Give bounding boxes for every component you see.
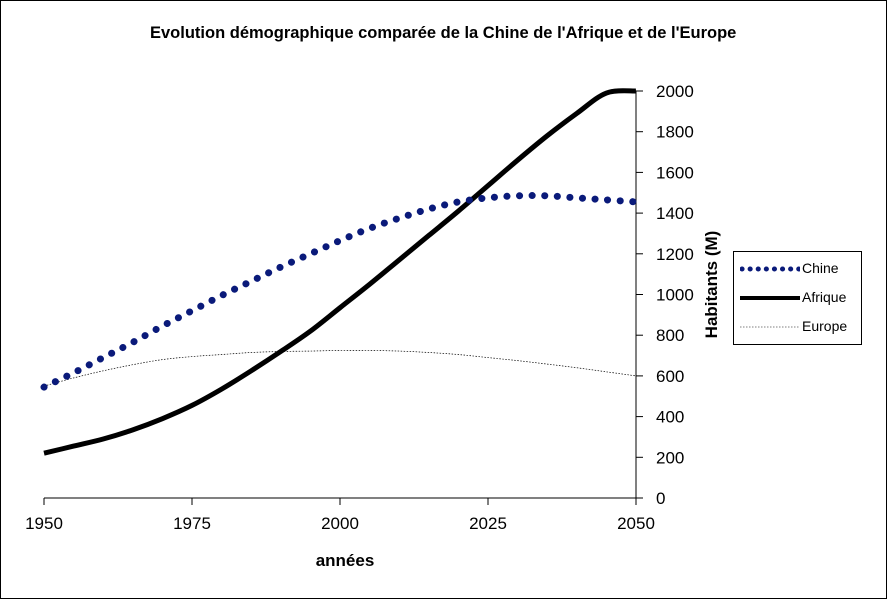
x-tick-label: 2050: [617, 514, 655, 533]
legend-swatch-europe: [740, 326, 800, 328]
legend-label-europe: Europe: [802, 318, 848, 334]
y-tick-label: 1000: [656, 286, 694, 305]
legend-label-afrique: Afrique: [802, 289, 847, 305]
series-line-chine: [40, 192, 640, 391]
y-tick-label: 0: [656, 489, 665, 508]
chart-title: Evolution démographique comparée de la C…: [150, 24, 737, 42]
legend-item-europe: Europe: [734, 314, 861, 340]
x-tick-label: 2000: [321, 514, 359, 533]
y-tick-label: 2000: [656, 82, 694, 101]
y-tick-label: 1200: [656, 245, 694, 264]
y-tick-label: 800: [656, 326, 684, 345]
legend-label-chine: Chine: [802, 260, 839, 276]
series-line-afrique: [43, 88, 637, 456]
x-axis-title: années: [316, 551, 375, 570]
x-tick-label: 1975: [173, 514, 211, 533]
y-tick-label: 200: [656, 448, 684, 467]
y-tick-label: 400: [656, 408, 684, 427]
legend-item-afrique: Afrique: [734, 285, 861, 311]
legend: Chine Afrique Europe: [733, 251, 862, 345]
y-tick-label: 600: [656, 367, 684, 386]
x-tick-label: 2025: [469, 514, 507, 533]
y-tick-label: 1600: [656, 163, 694, 182]
legend-item-chine: Chine: [734, 256, 861, 282]
legend-swatch-chine: [740, 266, 800, 272]
x-tick-label: 1950: [25, 514, 63, 533]
y-tick-label: 1800: [656, 123, 694, 142]
y-axis-title: Habitants (M): [702, 231, 721, 339]
legend-swatch-afrique: [740, 296, 800, 300]
y-tick-label: 1400: [656, 204, 694, 223]
series-line-europe: [43, 350, 637, 387]
